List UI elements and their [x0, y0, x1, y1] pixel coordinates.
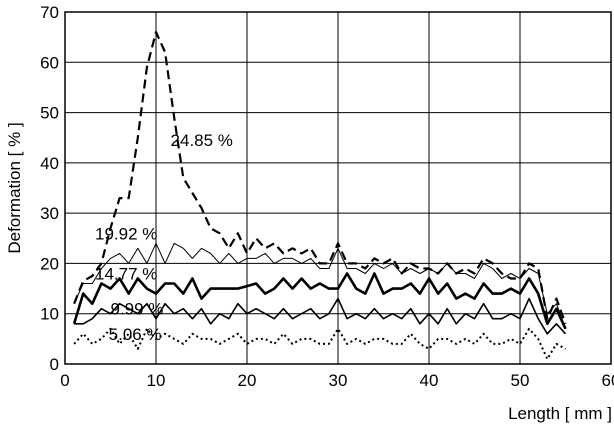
x-tick-label: 0	[60, 371, 69, 390]
y-tick-label: 40	[40, 154, 59, 173]
series-line-1	[73, 30, 567, 325]
y-tick-label: 60	[40, 53, 59, 72]
series-line-5	[73, 327, 566, 360]
series-label-3: 14.77 %	[95, 264, 157, 283]
x-axis-label: Length [ mm ]	[508, 404, 612, 423]
series-line-3	[72, 272, 567, 330]
y-tick-label: 70	[40, 3, 59, 22]
y-tick-label: 0	[50, 355, 59, 374]
y-axis-label: Deformation [ % ]	[5, 122, 24, 253]
x-tick-label: 10	[147, 371, 166, 390]
x-tick-label: 60	[602, 371, 614, 390]
x-tick-label: 20	[238, 371, 257, 390]
gridlines	[65, 12, 611, 364]
tick-labels: 0 10 20 30 40 50 60 0 10 20 30 40 50 60 70	[40, 3, 614, 390]
series-label-1: 24.85 %	[171, 131, 233, 150]
series-annotations: 24.85 % 19.92 % 14.77 % 9.99 % 5.06 %	[95, 131, 233, 344]
y-tick-label: 20	[40, 254, 59, 273]
x-tick-label: 40	[420, 371, 439, 390]
series-line-4	[74, 297, 567, 335]
y-tick-label: 30	[40, 204, 59, 223]
series-line-2	[73, 242, 566, 329]
series-label-4: 9.99 %	[111, 300, 164, 319]
y-tick-label: 10	[40, 305, 59, 324]
series-label-2: 19.92 %	[95, 224, 157, 243]
y-tick-label: 50	[40, 104, 59, 123]
x-tick-label: 30	[329, 371, 348, 390]
series-label-5: 5.06 %	[109, 325, 162, 344]
series-group	[72, 30, 567, 360]
x-tick-label: 50	[511, 371, 530, 390]
